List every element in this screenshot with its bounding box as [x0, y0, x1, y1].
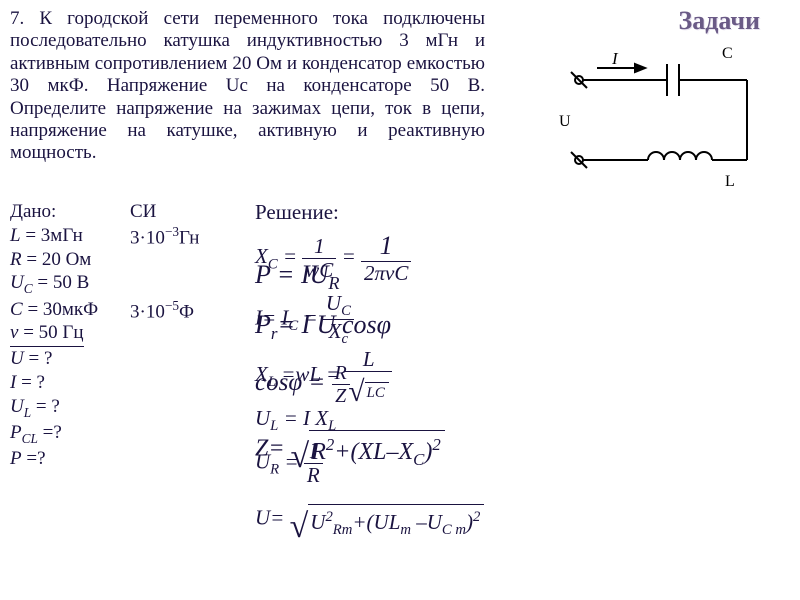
q-PCL: PCL =? [10, 421, 130, 447]
q-U: U = ? [10, 347, 130, 371]
label-U: U [559, 113, 571, 130]
si-L: 3·10−3Гн [130, 224, 230, 250]
problem-statement: 7. К городской сети переменного тока под… [10, 8, 485, 165]
circuit-diagram: I U C L [557, 40, 772, 190]
label-C: C [722, 45, 733, 62]
eq-p: P = IUR [255, 260, 340, 294]
eq-u: U= √U2Rm+(ULm –UC m)2 [255, 500, 484, 539]
si-C: 3·10−5Ф [130, 298, 230, 324]
label-I: I [611, 49, 619, 68]
eq-z: Z= √R2+(XL–XC)2 [255, 430, 445, 470]
g-R: R = 20 Ом [10, 248, 130, 272]
q-UL: UL = ? [10, 395, 130, 421]
si-title: СИ [130, 200, 230, 224]
si-block: СИ 3·10−3Гн 3·10−5Ф [130, 200, 230, 324]
g-L: L = 3мГн [10, 224, 130, 248]
g-Uc: UC = 50 В [10, 271, 130, 297]
solution-title: Решение: [255, 200, 339, 225]
g-nu: ν = 50 Гц [10, 321, 84, 347]
eq-pr: Pr= I U cosφ [255, 310, 391, 344]
given-title: Дано: [10, 200, 130, 224]
q-I: I = ? [10, 371, 130, 395]
page-title: Задачи [679, 6, 760, 36]
g-C: C = 30мкФ [10, 298, 130, 322]
q-P: P =? [10, 447, 130, 471]
eq-cos: cosφ = RZ [255, 362, 350, 407]
label-L: L [725, 173, 735, 190]
given-block: Дано: L = 3мГн R = 20 Ом UC = 50 В C = 3… [10, 200, 130, 471]
